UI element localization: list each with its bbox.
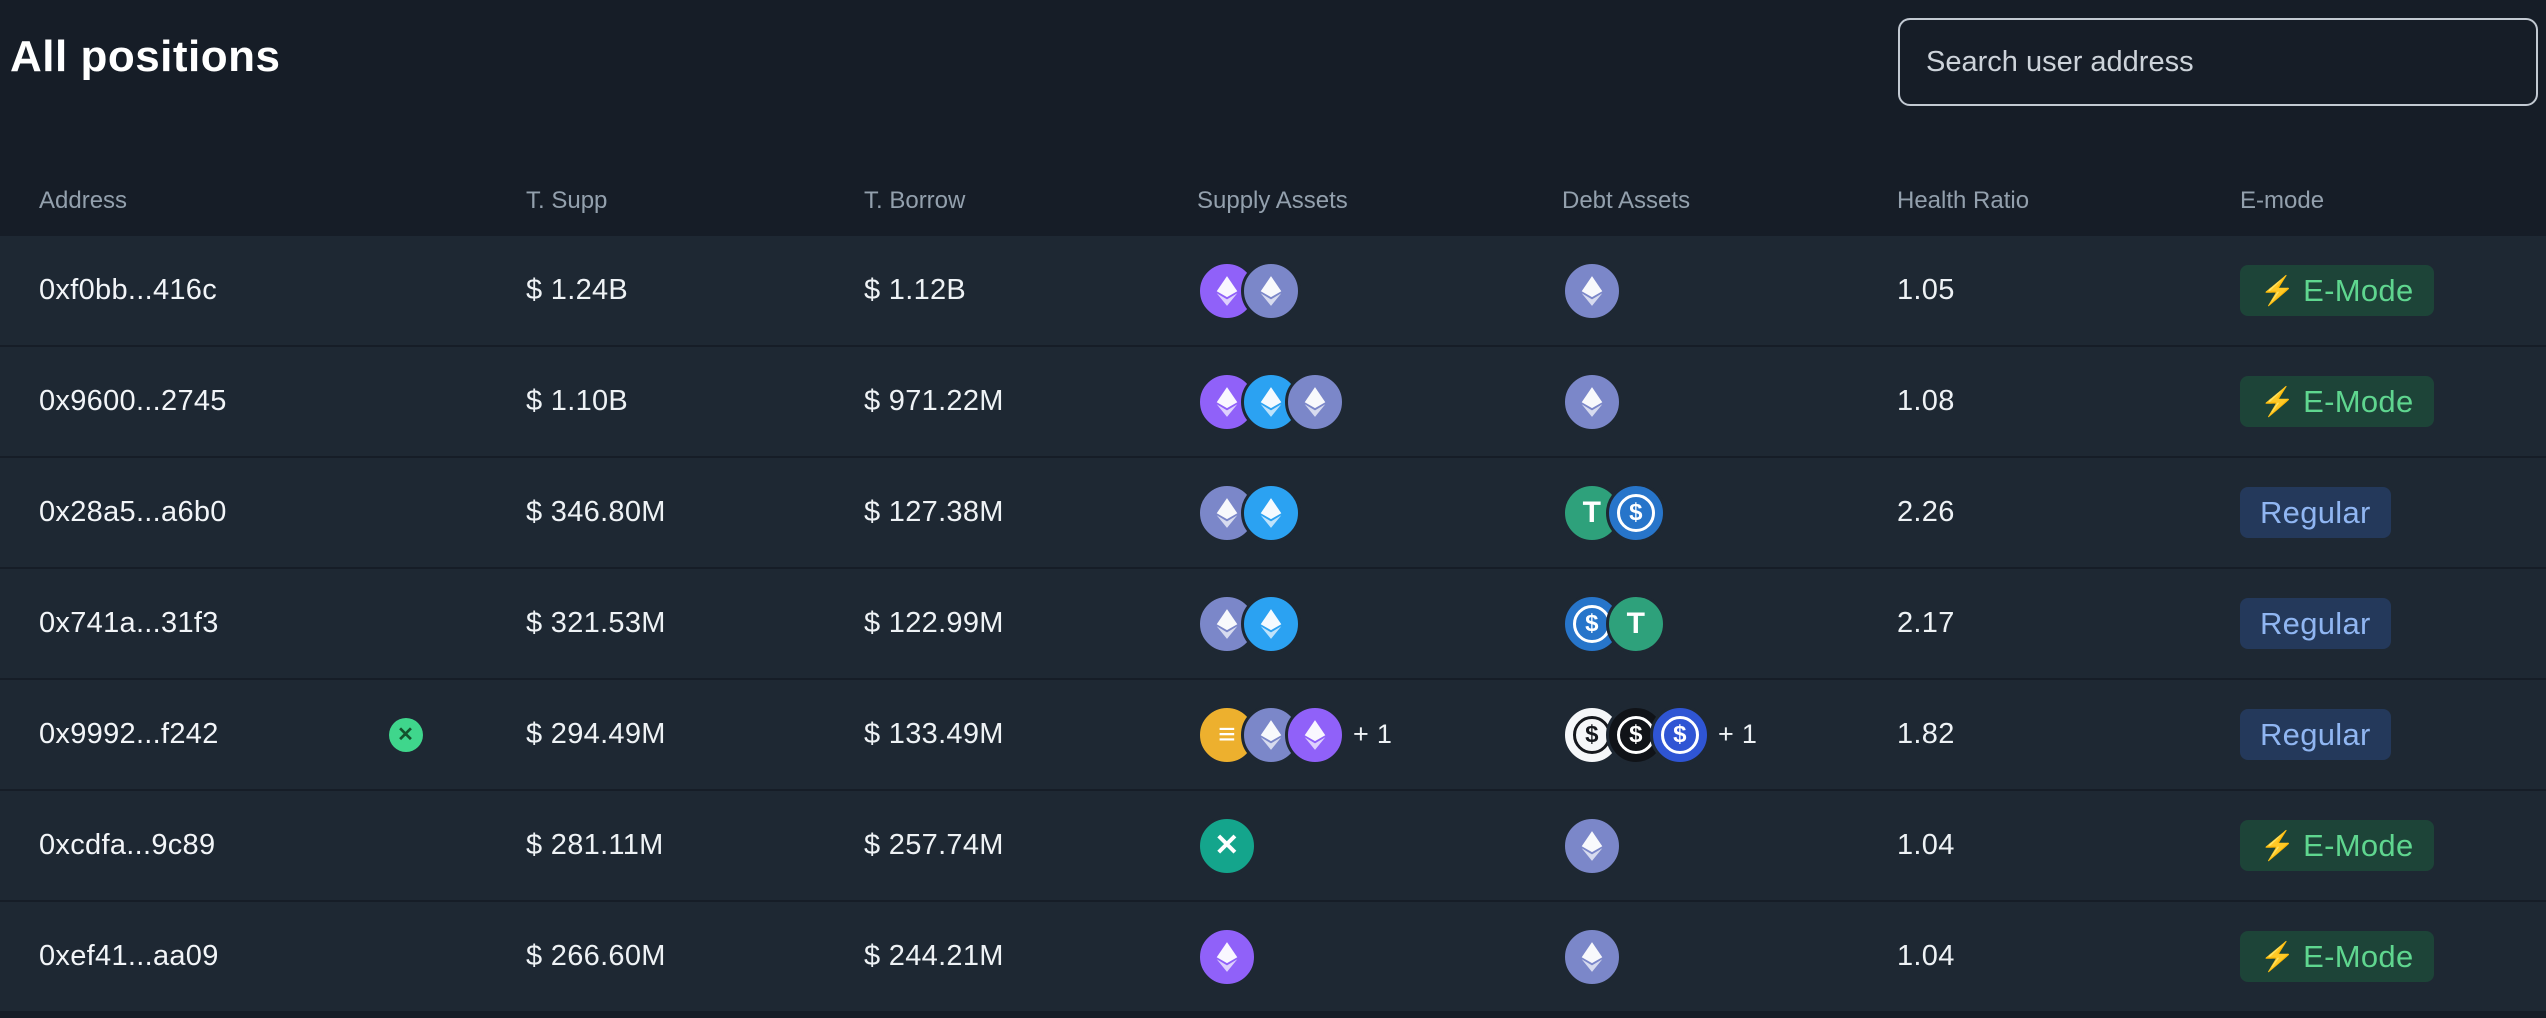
token-teal-token-icon: ✕ bbox=[1197, 815, 1257, 876]
debt-assets: $ $ $ + 1 bbox=[1562, 704, 1897, 765]
health-ratio-value: 1.04 bbox=[1897, 829, 1955, 861]
column-header-health-ratio: Health Ratio bbox=[1897, 187, 2030, 214]
token-eth-icon bbox=[1562, 815, 1622, 876]
address-text: 0x741a...31f3 bbox=[39, 607, 219, 639]
regular-badge: Regular bbox=[2240, 487, 2391, 538]
table-body: 0xf0bb...416c $ 1.24B $ 1.12B 1.05 ⚡ E-Mode 0x… bbox=[0, 236, 2546, 1011]
column-header-supply-assets: Supply Assets bbox=[1197, 187, 1348, 214]
health-ratio-value: 2.17 bbox=[1897, 607, 1955, 639]
health-ratio-value: 1.82 bbox=[1897, 718, 1955, 750]
total-supply-value: $ 346.80M bbox=[526, 496, 666, 528]
emode-badge: ⚡ E-Mode bbox=[2240, 931, 2434, 982]
top-bar: All positions bbox=[0, 0, 2546, 106]
table-row[interactable]: 0x9600...2745 $ 1.10B $ 971.22M 1.08 ⚡ E-Mode bbox=[0, 347, 2546, 456]
token-eth-icon bbox=[1562, 371, 1622, 432]
supply-assets bbox=[1197, 260, 1562, 321]
column-header-debt-assets: Debt Assets bbox=[1562, 187, 1691, 214]
token-steth-icon bbox=[1241, 593, 1301, 654]
table-row[interactable]: 0xcdfa...9c89 $ 281.11M $ 257.74M ✕ 1.04 ⚡ E-M… bbox=[0, 791, 2546, 900]
address-text: 0xef41...aa09 bbox=[39, 940, 219, 972]
total-supply-value: $ 321.53M bbox=[526, 607, 666, 639]
emode-badge: ⚡ E-Mode bbox=[2240, 265, 2434, 316]
mode-label: E-Mode bbox=[2303, 939, 2414, 974]
search-input[interactable] bbox=[1898, 18, 2538, 106]
mode-label: E-Mode bbox=[2303, 384, 2414, 419]
supply-assets bbox=[1197, 371, 1562, 432]
total-borrow-value: $ 257.74M bbox=[864, 829, 1004, 861]
table-row[interactable]: 0x28a5...a6b0 $ 346.80M $ 127.38M T $2.26 Reg… bbox=[0, 458, 2546, 567]
mode-label: E-Mode bbox=[2303, 828, 2414, 863]
supply-assets bbox=[1197, 593, 1562, 654]
health-ratio-value: 1.08 bbox=[1897, 385, 1955, 417]
total-borrow-value: $ 971.22M bbox=[864, 385, 1004, 417]
table-row[interactable]: 0xf0bb...416c $ 1.24B $ 1.12B 1.05 ⚡ E-Mode bbox=[0, 236, 2546, 345]
token-eth-icon bbox=[1285, 371, 1345, 432]
debt-assets bbox=[1562, 815, 1897, 876]
search-container bbox=[1898, 18, 2538, 106]
mode-label: Regular bbox=[2260, 495, 2371, 530]
supply-assets: ✕ bbox=[1197, 815, 1562, 876]
supply-assets: ≡ + 1 bbox=[1197, 704, 1562, 765]
address-text: 0x28a5...a6b0 bbox=[39, 496, 227, 528]
lightning-bolt-icon: ⚡ bbox=[2260, 940, 2296, 972]
token-blue-dollar-icon: $ bbox=[1650, 704, 1710, 765]
column-header-t-supp: T. Supp bbox=[526, 187, 608, 214]
health-ratio-value: 2.26 bbox=[1897, 496, 1955, 528]
health-ratio-value: 1.05 bbox=[1897, 274, 1955, 306]
total-supply-value: $ 294.49M bbox=[526, 718, 666, 750]
token-usdt-icon: T bbox=[1606, 593, 1666, 654]
regular-badge: Regular bbox=[2240, 709, 2391, 760]
lightning-bolt-icon: ⚡ bbox=[2260, 829, 2296, 861]
total-supply-value: $ 1.10B bbox=[526, 385, 629, 417]
debt-assets bbox=[1562, 260, 1897, 321]
total-borrow-value: $ 133.49M bbox=[864, 718, 1004, 750]
address-text: 0x9600...2745 bbox=[39, 385, 227, 417]
mode-label: Regular bbox=[2260, 717, 2371, 752]
total-supply-value: $ 1.24B bbox=[526, 274, 629, 306]
emode-badge: ⚡ E-Mode bbox=[2240, 376, 2434, 427]
lightning-bolt-icon: ⚡ bbox=[2260, 274, 2296, 306]
token-eth-icon bbox=[1562, 260, 1622, 321]
health-ratio-value: 1.04 bbox=[1897, 940, 1955, 972]
total-supply-value: $ 281.11M bbox=[526, 829, 664, 861]
supply-assets bbox=[1197, 926, 1562, 987]
mode-label: Regular bbox=[2260, 606, 2371, 641]
token-wsteth-icon bbox=[1197, 926, 1257, 987]
total-supply-value: $ 266.60M bbox=[526, 940, 666, 972]
column-header-t-borrow: T. Borrow bbox=[864, 187, 966, 214]
debt-assets: $ T bbox=[1562, 593, 1897, 654]
lightning-bolt-icon: ⚡ bbox=[2260, 385, 2296, 417]
total-borrow-value: $ 127.38M bbox=[864, 496, 1004, 528]
address-text: 0x9992...f242 bbox=[39, 718, 219, 750]
debt-assets bbox=[1562, 926, 1897, 987]
token-eth-icon bbox=[1241, 260, 1301, 321]
token-steth-icon bbox=[1241, 482, 1301, 543]
page-title: All positions bbox=[10, 32, 281, 81]
column-header-e-mode: E-mode bbox=[2240, 187, 2325, 214]
debt-assets-overflow-count: + 1 bbox=[1718, 719, 1758, 749]
total-borrow-value: $ 122.99M bbox=[864, 607, 1004, 639]
mode-label: E-Mode bbox=[2303, 273, 2414, 308]
token-steth-icon bbox=[1241, 371, 1301, 432]
table-header-row: Address T. Supp T. Borrow Supply Assets Debt… bbox=[0, 166, 2546, 236]
token-eth-icon bbox=[1562, 926, 1622, 987]
address-contract-icon: ✕ bbox=[388, 717, 423, 752]
emode-badge: ⚡ E-Mode bbox=[2240, 820, 2434, 871]
total-borrow-value: $ 244.21M bbox=[864, 940, 1004, 972]
positions-table: Address T. Supp T. Borrow Supply Assets Debt… bbox=[0, 166, 2546, 1011]
table-row[interactable]: 0x741a...31f3 $ 321.53M $ 122.99M $ T 2.17 Reg… bbox=[0, 569, 2546, 678]
debt-assets bbox=[1562, 371, 1897, 432]
token-usdc-icon: $ bbox=[1606, 482, 1666, 543]
total-borrow-value: $ 1.12B bbox=[864, 274, 967, 306]
token-wsteth-icon bbox=[1285, 704, 1345, 765]
debt-assets: T $ bbox=[1562, 482, 1897, 543]
address-text: 0xf0bb...416c bbox=[39, 274, 218, 306]
column-header-address: Address bbox=[39, 187, 128, 214]
regular-badge: Regular bbox=[2240, 598, 2391, 649]
table-row[interactable]: 0xef41...aa09 $ 266.60M $ 244.21M 1.04 ⚡ E-Mo… bbox=[0, 902, 2546, 1011]
supply-assets bbox=[1197, 482, 1562, 543]
address-text: 0xcdfa...9c89 bbox=[39, 829, 216, 861]
table-row[interactable]: 0x9992...f242 ✕ $ 294.49M $ 133.49M ≡ + 1 $ $ $ +… bbox=[0, 680, 2546, 789]
supply-assets-overflow-count: + 1 bbox=[1353, 719, 1393, 749]
